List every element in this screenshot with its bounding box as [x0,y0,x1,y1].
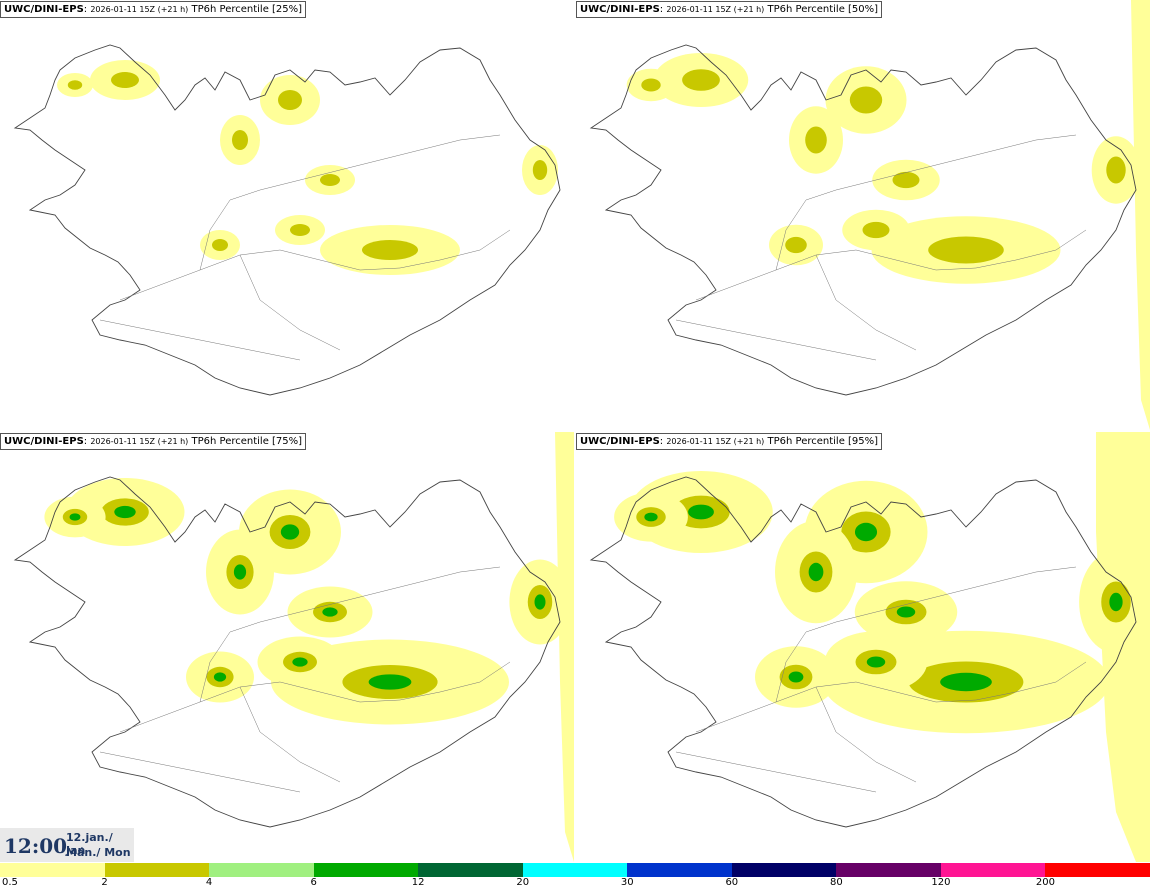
colorbar-segment [627,863,732,877]
precip-area [111,72,139,88]
precip-area [232,130,248,150]
colorbar-tick-label: 4 [205,877,213,888]
colorbar-tick-label: 2 [101,877,108,888]
colorbar-segment [313,863,419,877]
colorbar-tick-label: 20 [516,877,530,888]
precip-area [233,564,247,580]
colorbar-segment [418,863,523,877]
precip-area [808,562,824,582]
panel-divider-horizontal [0,430,1150,432]
precip-area [213,672,227,682]
colorbar-segment [731,863,837,877]
precip-area [114,505,136,519]
colorbar-tick-label: 12 [411,877,425,888]
precip-area [785,236,807,254]
product-name: TP6h Percentile [75%] [191,436,303,447]
precip-map-p95 [589,432,1150,862]
precip-area [849,86,883,114]
colorbar-tick-label: 30 [620,877,634,888]
colorbar-segment [522,863,628,877]
precip-area [362,240,418,260]
map-panel-p25: UWC/DINI-EPS: 2026-01-11 15Z (+21 h) TP6… [0,0,574,430]
precip-area [644,512,658,522]
colorbar-tick-label: 120 [931,877,951,888]
precip-area [688,504,714,520]
model-name: UWC/DINI-EPS [580,436,660,447]
colorbar-segment [836,863,941,877]
precip-colorbar [0,863,1150,877]
run-time: 2026-01-11 15Z (+21 h) [90,437,189,446]
precip-area [212,239,228,251]
precip-area [532,160,548,180]
panel-title: UWC/DINI-EPS: 2026-01-11 15Z (+21 h) TP6… [0,433,307,450]
precip-area [805,126,827,154]
iceland-coastline [589,476,1137,828]
colorbar-ticks: 0.5 2 4 6 12 20 30 60 80 120 200 [0,877,1150,891]
precip-area [892,171,920,189]
precip-area [1131,0,1150,430]
precip-area [866,656,886,668]
colorbar-segment [940,863,1046,877]
colorbar-segment [1045,863,1150,877]
precip-area [940,672,992,692]
precip-area [280,524,300,540]
product-name: TP6h Percentile [25%] [191,4,303,15]
precip-area [368,674,412,690]
precip-area [322,607,338,617]
iceland-coastline [13,476,561,828]
road-network [675,566,1087,793]
colorbar-tick-label: 80 [829,877,843,888]
panel-title: UWC/DINI-EPS: 2026-01-11 15Z (+21 h) TP6… [576,1,883,18]
precip-area [534,594,546,610]
model-name: UWC/DINI-EPS [4,4,84,15]
precip-area [290,224,310,236]
precip-area [862,221,890,239]
precip-area [854,522,878,542]
map-panel-p75: UWC/DINI-EPS: 2026-01-11 15Z (+21 h) TP6… [0,432,574,862]
map-panel-p50: UWC/DINI-EPS: 2026-01-11 15Z (+21 h) TP6… [576,0,1150,430]
precip-map-p75 [13,432,574,862]
precip-area [682,69,720,91]
precip-area [1109,592,1123,612]
precip-area [320,174,340,186]
run-time: 2026-01-11 15Z (+21 h) [666,437,765,446]
colorbar-tick-label: 0.5 [2,877,18,888]
precip-area [278,90,302,110]
colorbar-tick-label: 200 [1035,877,1055,888]
road-network [675,134,1087,361]
product-name: TP6h Percentile [50%] [767,4,879,15]
precip-area [641,78,661,92]
precip-area [69,513,81,521]
run-time: 2026-01-11 15Z (+21 h) [90,5,189,14]
colorbar-segment [0,863,105,877]
colorbar-segment [209,863,314,877]
product-name: TP6h Percentile [95%] [767,436,879,447]
colorbar-tick-label: 60 [725,877,739,888]
valid-day: Mán./ Mon [66,846,131,859]
run-time: 2026-01-11 15Z (+21 h) [666,5,765,14]
colorbar-segment [104,863,210,877]
precip-area [788,671,804,683]
precip-area [928,236,1004,264]
precip-area [67,80,83,90]
precip-map-p25 [13,44,561,396]
road-network [99,134,511,361]
precip-area [896,606,916,618]
valid-date: 12.jan./ Jan [66,831,113,857]
panel-title: UWC/DINI-EPS: 2026-01-11 15Z (+21 h) TP6… [576,433,883,450]
precip-area [555,432,574,862]
map-panel-p95: UWC/DINI-EPS: 2026-01-11 15Z (+21 h) TP6… [576,432,1150,862]
valid-time-box: 12:00 12.jan./ Jan Mán./ Mon [0,828,134,862]
panel-title: UWC/DINI-EPS: 2026-01-11 15Z (+21 h) TP6… [0,1,307,18]
road-network [99,566,511,793]
model-name: UWC/DINI-EPS [4,436,84,447]
valid-time: 12:00 [4,834,68,858]
precip-area [292,657,308,667]
iceland-coastline [589,44,1137,396]
colorbar-tick-label: 6 [310,877,317,888]
model-name: UWC/DINI-EPS [580,4,660,15]
precip-area [1106,156,1126,184]
iceland-coastline [13,44,561,396]
precip-map-p50 [589,0,1150,430]
